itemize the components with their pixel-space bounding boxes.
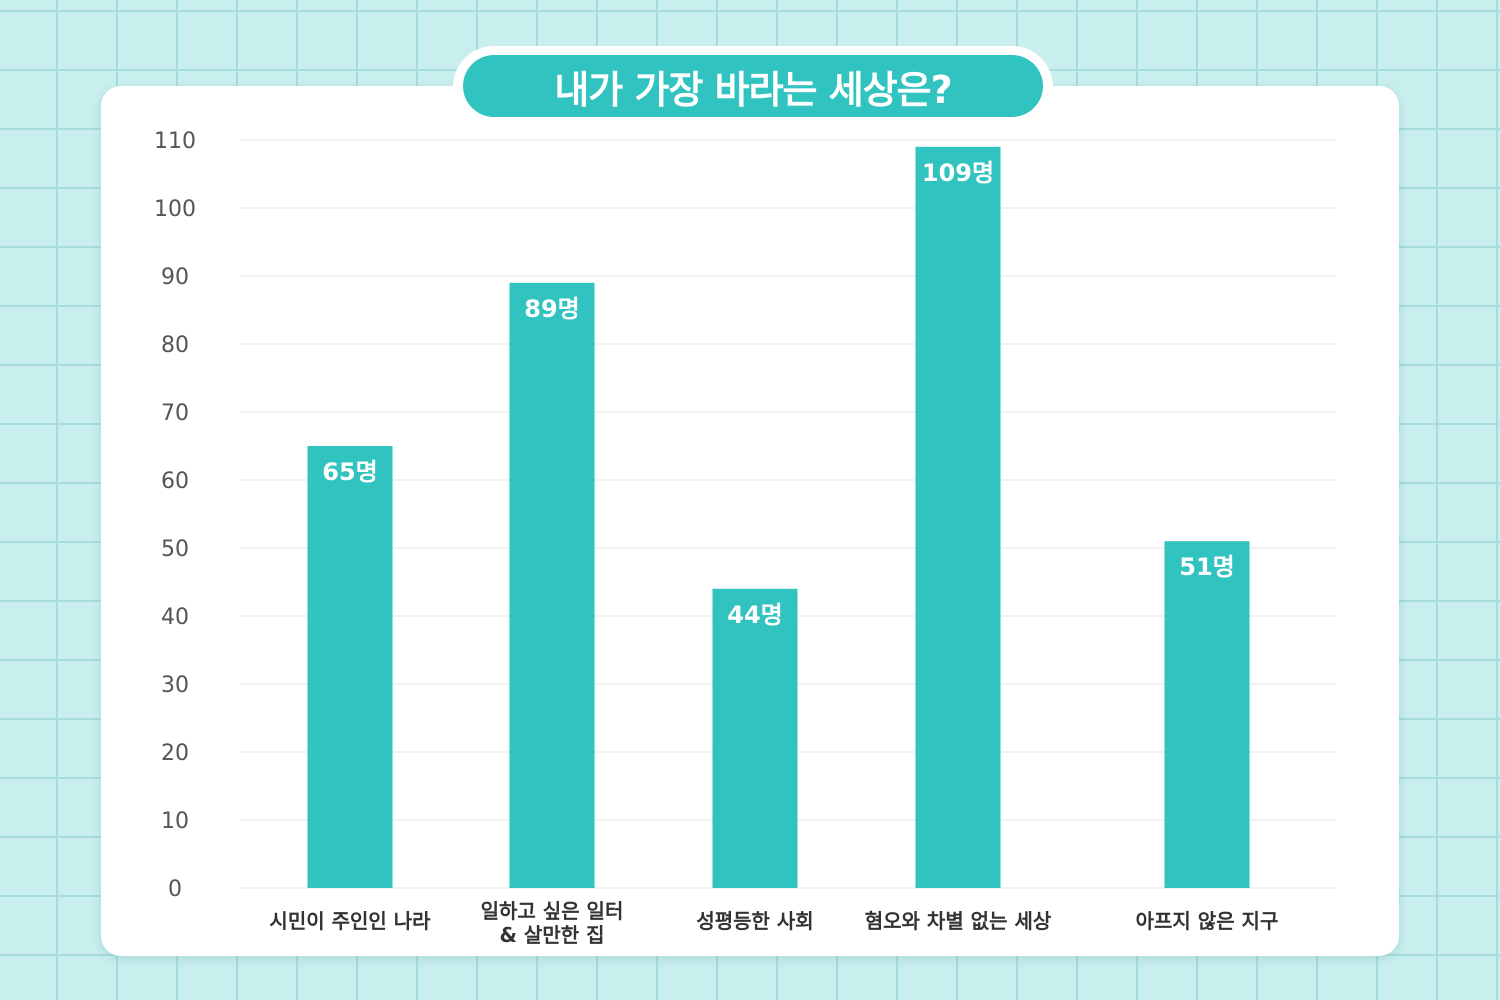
chart-title: 내가 가장 바라는 세상은? — [554, 67, 952, 112]
bar-3 — [712, 588, 798, 888]
bar-5 — [1164, 541, 1250, 888]
x-axis-categories: 시민이 주인인 나라 일하고 싶은 일터& 살만한 집 성평등한 사회 혐오와 차별 … — [269, 899, 1278, 947]
category-label: 아프지 않은 지구 — [1136, 909, 1279, 933]
y-tick-label: 90 — [161, 265, 189, 290]
y-tick-label: 10 — [161, 809, 189, 834]
y-tick-label: 100 — [154, 197, 196, 222]
title-banner: 내가 가장 바라는 세상은? — [453, 46, 1053, 128]
bar-value-label: 109명 — [922, 159, 994, 187]
category-label: 시민이 주인인 나라 — [269, 909, 431, 933]
bar-2 — [509, 282, 595, 888]
y-tick-label: 70 — [161, 401, 189, 426]
bar-1 — [307, 446, 393, 888]
y-tick-label: 30 — [161, 673, 189, 698]
bars: 65명 89명 44명 109명 51명 — [307, 146, 1250, 889]
y-tick-label: 50 — [161, 537, 189, 562]
y-tick-label: 80 — [161, 333, 189, 358]
category-label: 성평등한 사회 — [696, 909, 813, 933]
y-tick-label: 40 — [161, 605, 189, 630]
y-tick-label: 60 — [161, 469, 189, 494]
title-pill: 내가 가장 바라는 세상은? — [463, 55, 1043, 117]
bar-4 — [915, 146, 1001, 889]
y-tick-label: 0 — [168, 877, 182, 902]
bar-value-label: 89명 — [524, 295, 579, 323]
bar-value-label: 51명 — [1179, 553, 1234, 581]
y-tick-label: 110 — [154, 129, 196, 154]
category-label: 혐오와 차별 없는 세상 — [865, 909, 1052, 933]
y-axis-ticks: 0 10 20 30 40 50 60 70 80 90 100 110 — [154, 129, 196, 902]
bar-value-label: 65명 — [322, 458, 377, 486]
bar-value-label: 44명 — [727, 601, 782, 629]
y-tick-label: 20 — [161, 741, 189, 766]
category-label: & 살만한 집 — [500, 923, 605, 947]
category-label: 일하고 싶은 일터 — [481, 899, 624, 923]
